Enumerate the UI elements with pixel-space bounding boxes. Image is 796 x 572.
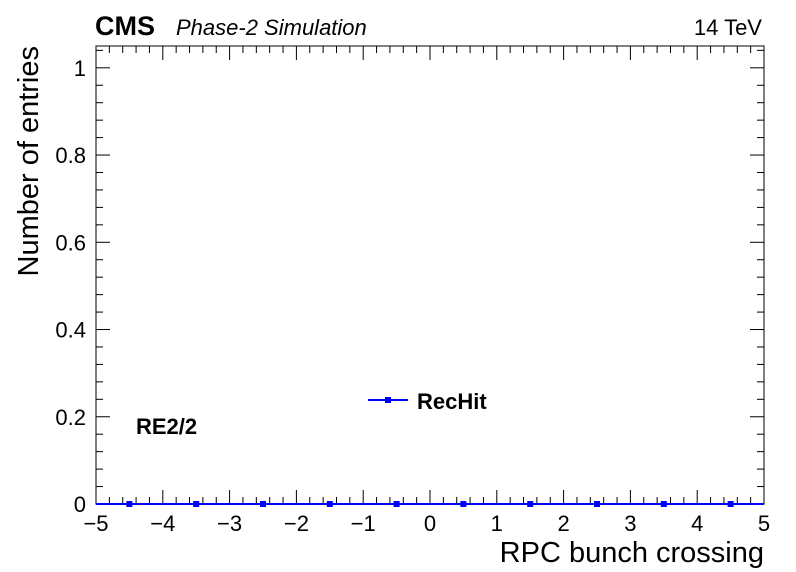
experiment-label: CMS: [95, 11, 155, 41]
data-point: [527, 501, 534, 507]
legend: RecHit: [368, 389, 487, 414]
x-tick-label: −3: [217, 511, 242, 536]
y-tick-label: 0.6: [55, 230, 86, 255]
y-tick-label: 0.8: [55, 143, 86, 168]
data-point: [660, 501, 667, 507]
legend-marker: [385, 397, 391, 403]
energy-label: 14 TeV: [694, 15, 762, 40]
data-point: [260, 501, 266, 507]
data-point: [727, 501, 734, 507]
y-tick-label: 1: [74, 56, 86, 81]
region-annotation: RE2/2: [136, 414, 197, 439]
data-point: [126, 501, 133, 507]
y-axis-label: Number of entries: [13, 46, 45, 277]
legend-label-rechit: RecHit: [417, 389, 487, 414]
y-tick-label: 0: [74, 492, 86, 517]
data-point: [460, 501, 467, 507]
x-tick-label: −1: [351, 511, 376, 536]
x-tick-label: 5: [758, 511, 770, 536]
x-tick-label: 3: [624, 511, 636, 536]
y-tick-label: 0.2: [55, 405, 86, 430]
series-group: [96, 501, 764, 507]
x-tick-label: 4: [691, 511, 703, 536]
x-tick-labels: −5 −4 −3 −2 −1 0 1 2 3 4 5: [83, 511, 770, 536]
data-point: [193, 501, 200, 507]
x-tick-label: 0: [424, 511, 436, 536]
x-tick-label: −2: [284, 511, 309, 536]
x-tick-label: 2: [557, 511, 569, 536]
y-tick-label: 0.4: [55, 318, 86, 343]
axis-ticks: [95, 46, 765, 505]
y-tick-labels: 0 0.2 0.4 0.6 0.8 1: [55, 56, 86, 517]
x-tick-label: −5: [83, 511, 108, 536]
subtitle-label: Phase-2 Simulation: [176, 15, 367, 40]
x-axis-label: RPC bunch crossing: [500, 537, 764, 569]
data-point: [326, 501, 333, 507]
data-point: [393, 501, 400, 507]
data-point: [594, 501, 600, 507]
x-tick-label: −4: [150, 511, 175, 536]
x-tick-label: 1: [491, 511, 503, 536]
